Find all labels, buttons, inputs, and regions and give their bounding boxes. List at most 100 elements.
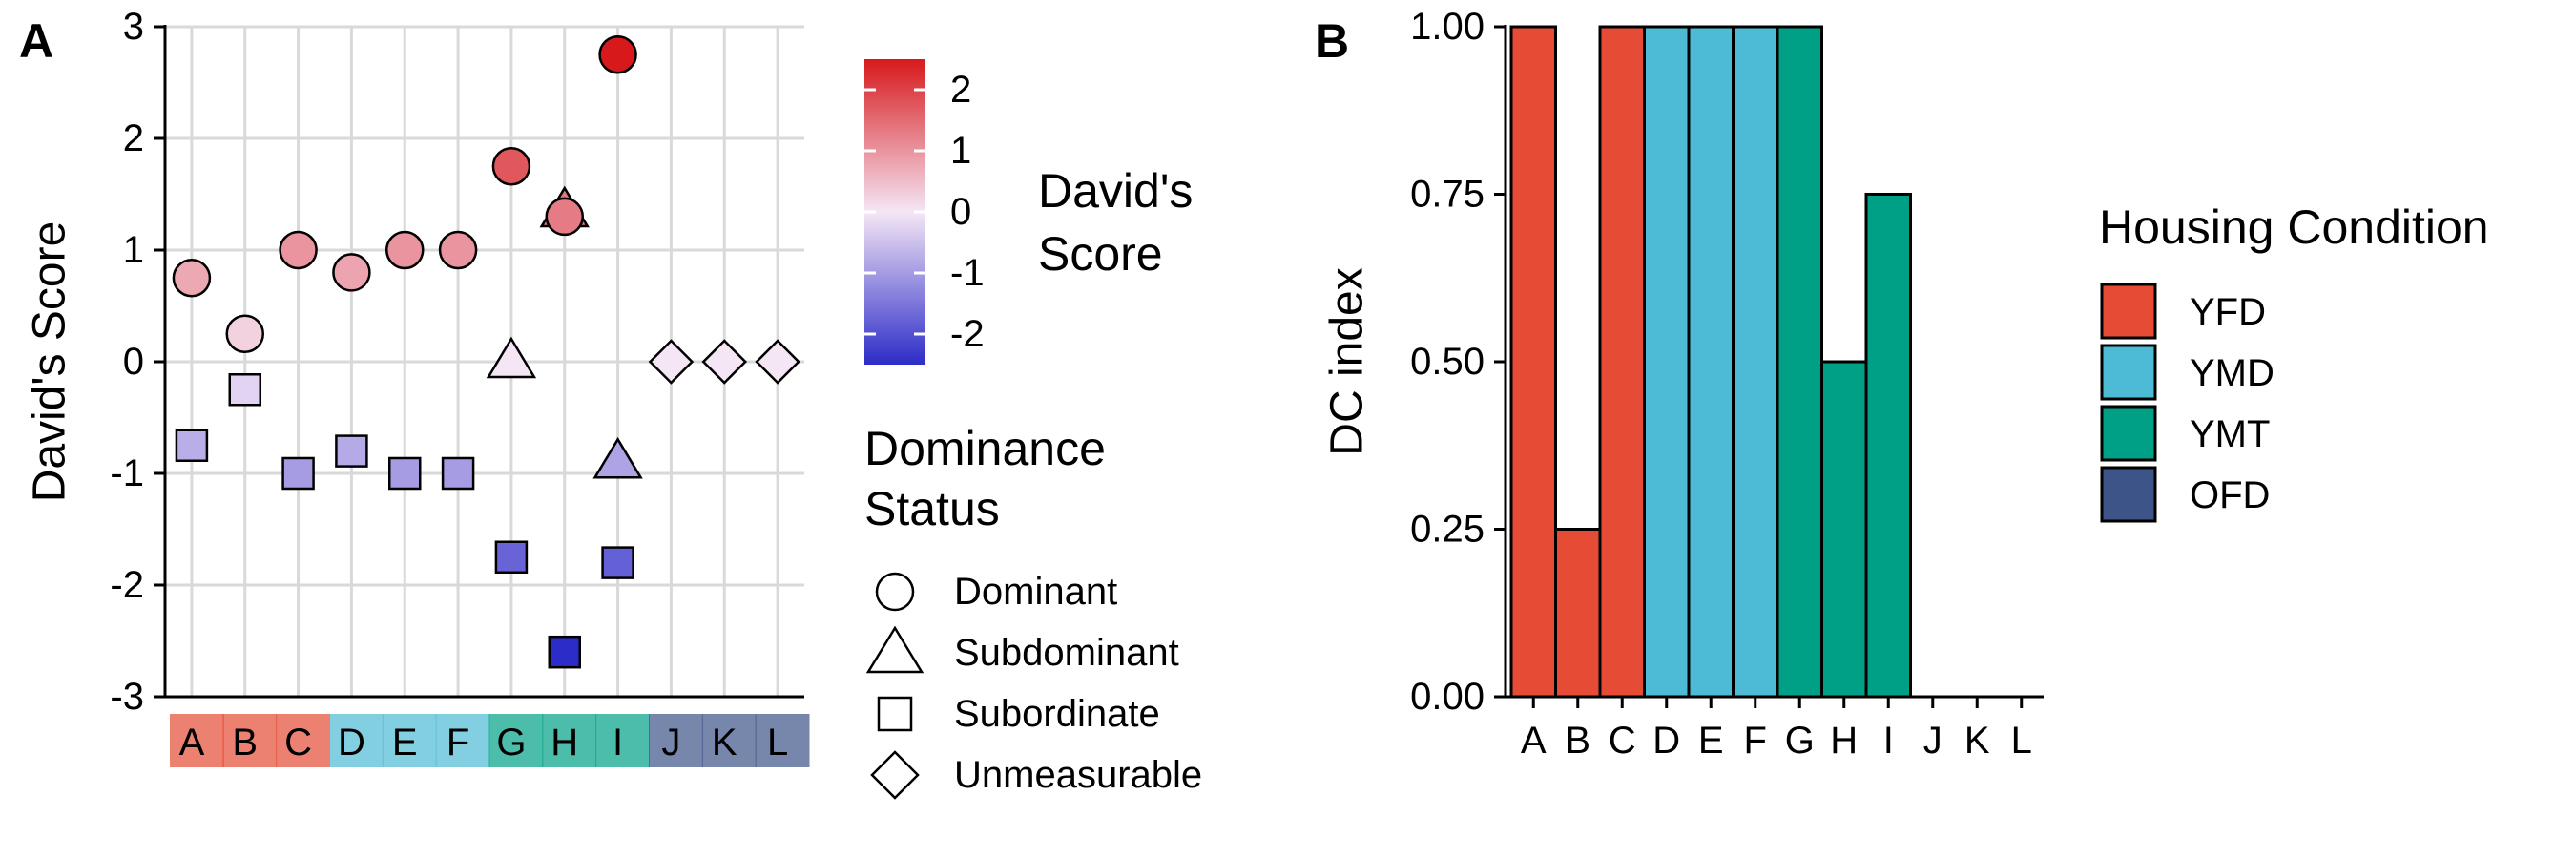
colorbar-title: David's [1038,164,1193,218]
point-subordinate [441,456,475,491]
housing-legend-label: OFD [2190,474,2270,516]
category-strip-cell [755,714,810,767]
point-subordinate [228,373,261,407]
y-tick-label: 0 [123,341,144,383]
category-label: E [392,722,418,764]
x-tick-label: J [1923,720,1942,762]
category-strip-cell [649,714,703,767]
y-tick-label: 2 [123,117,144,159]
point-subordinate [175,429,209,462]
y-tick-label: -1 [110,452,144,494]
housing-legend-title: Housing Condition [2099,200,2489,254]
panel-a-y-axis-label: David's Score [25,221,75,503]
point-dominant [172,259,212,298]
legend-square-icon [877,696,913,732]
x-tick-label: E [1698,720,1724,762]
point-subordinate [548,635,581,669]
bar [1820,360,1868,699]
point-dominant [225,314,264,353]
panel-b-y-ticks: 1.00 0.75 0.50 0.25 0.00 [1410,6,1506,718]
category-strip-cell [488,714,544,767]
colorbar-tick-label: 2 [950,69,971,111]
point-unmeasurable [701,339,748,385]
panel-b-bars [1509,25,1912,699]
point-dominant [438,230,478,270]
category-label: A [179,722,205,764]
y-tick-label: 0.50 [1410,341,1485,383]
bar [1509,25,1557,699]
x-tick-label: K [1964,720,1990,762]
category-strip-cell [329,714,384,767]
y-tick-label: 0.00 [1410,676,1485,718]
category-strip-cell [222,714,278,767]
category-label: K [712,722,737,764]
point-dominant [332,253,371,292]
point-dominant [491,147,531,186]
panel-b-tag: B [1315,14,1349,68]
x-tick-label: I [1883,720,1894,762]
bar [1687,25,1735,699]
panel-a-y-ticks: 3 2 1 0 -1 -2 -3 [110,6,165,718]
colorbar-title: Score [1038,227,1163,281]
legend-swatch [2100,405,2157,462]
category-strip-cell [276,714,330,767]
point-dominant [598,35,637,74]
x-tick-label: D [1652,720,1680,762]
legend-diamond-icon [870,750,920,800]
shape-legend-label: Dominant [954,571,1117,613]
category-strip-cell [542,714,597,767]
y-tick-label: -3 [110,676,144,718]
panel-a-points [172,35,800,669]
category-strip-cell [382,714,437,767]
colorbar-tick-label: 0 [950,191,971,233]
category-strip-cell [701,714,757,767]
x-tick-label: C [1609,720,1636,762]
category-label: D [338,722,365,764]
point-subordinate [388,456,422,491]
legend-triangle-icon [865,625,924,674]
point-subordinate [601,546,634,579]
panel-b-y-axis-label: DC index [1322,267,1373,455]
legend-swatch [2100,466,2157,523]
shape-legend-label: Unmeasurable [954,754,1202,796]
category-strip-cell [595,714,650,767]
point-unmeasurable [648,339,695,385]
y-tick-label: 3 [123,6,144,48]
x-tick-label: A [1521,720,1547,762]
y-tick-label: 0.75 [1410,174,1485,216]
category-label: F [447,722,469,764]
bar [1598,25,1646,699]
point-dominant [385,230,425,270]
legend-swatch [2100,283,2157,340]
x-tick-label: B [1565,720,1590,762]
category-label: L [767,722,788,764]
category-strip-cell [435,714,490,767]
legend-circle-icon [875,572,915,612]
category-label: J [661,722,680,764]
shape-legend-title: Dominance [864,422,1106,475]
shape-legend-label: Subdominant [954,632,1179,674]
category-label: C [284,722,312,764]
point-dominant [545,197,584,237]
housing-legend-label: YFD [2190,291,2266,333]
category-label: G [496,722,526,764]
point-unmeasurable [755,339,800,385]
y-tick-label: 1.00 [1410,6,1485,48]
x-tick-label: H [1830,720,1858,762]
colorbar-tick-label: 1 [950,130,971,172]
shape-legend: Dominance Status Dominant Subdominant Subord… [864,422,1202,800]
bar [1554,528,1602,699]
housing-legend-label: YMD [2190,352,2275,394]
housing-legend: Housing Condition YFD YMD YMT OFD [2099,200,2489,523]
category-label: B [232,722,258,764]
point-subordinate [335,434,368,468]
y-tick-label: 1 [123,229,144,271]
point-dominant [279,230,318,270]
y-tick-label: 0.25 [1410,509,1485,551]
category-label: I [613,722,623,764]
x-tick-label: G [1785,720,1815,762]
